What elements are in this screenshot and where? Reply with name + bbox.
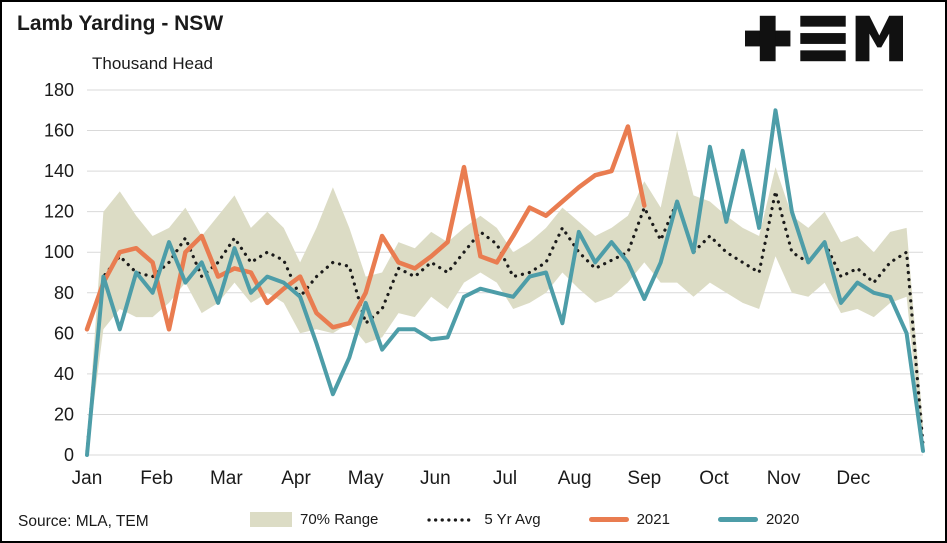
y-axis-tick-label: 0 [64,445,74,465]
x-axis-month-label: Dec [836,468,870,489]
legend-item-5yr-avg: 5 Yr Avg [426,511,541,528]
legend-label-2020: 2020 [765,511,800,528]
legend-item-70-range: 70% Range [250,511,378,528]
avg-dotted-line-sample [427,517,476,522]
y-axis-tick-label: 140 [44,161,74,181]
y-axis-tick-label: 180 [44,80,74,100]
avg-5yr-line [85,189,925,453]
logo-m [855,15,903,62]
legend-item-2021: 2021 [588,511,670,528]
y-axis-unit-label: Thousand Head [92,54,213,73]
x-axis-month-label: Oct [699,468,729,489]
x-axis-month-label: Jan [72,468,103,489]
tem-logo-icon [745,15,903,62]
legend-item-2020: 2020 [717,511,800,528]
y-axis-tick-label: 40 [54,364,74,384]
legend-label-5yr-avg: 5 Yr Avg [484,511,541,528]
x-axis-month-label: Aug [558,468,592,489]
y-axis-tick-label: 160 [44,121,74,141]
logo-bar-2 [800,33,846,44]
y-axis-tick-label: 20 [54,404,74,424]
logo-bar-1 [800,15,846,27]
line-2021-swatch [588,517,629,522]
y-axis-tick-label: 60 [54,323,74,343]
series-2020-line [85,108,925,457]
series-2021-line [84,124,647,332]
logo-bar-3 [800,50,846,62]
range-band-swatch [250,512,292,527]
x-axis-month-label: Sep [627,468,661,489]
legend-label-70-range: 70% Range [300,511,379,528]
logo-plus-vertical [759,15,776,62]
y-axis-tick-label: 120 [44,202,74,222]
x-axis-month-label: Feb [140,468,173,489]
source-attribution: Source: MLA, TEM [18,513,149,530]
x-axis-month-label: Jun [420,468,451,489]
chart-title: Lamb Yarding - NSW [17,12,224,35]
y-axis-tick-label: 80 [54,283,74,303]
chart-legend: 70% Range 5 Yr Avg 2021 2020 [250,511,799,528]
y-axis-tick-label: 100 [44,242,74,262]
x-axis-month-label: Mar [210,468,243,489]
x-axis-month-label: Jul [493,468,517,489]
line-2020-swatch [717,517,758,522]
x-axis-month-label: Nov [767,468,801,489]
chart-plot-area: 0 20 40 60 80 100 120 140 160 180 Jan Feb Mar Apr May J… [44,80,925,489]
legend-label-2021: 2021 [636,511,670,528]
x-axis-month-label: Apr [281,468,311,489]
x-axis-month-label: May [348,468,384,489]
